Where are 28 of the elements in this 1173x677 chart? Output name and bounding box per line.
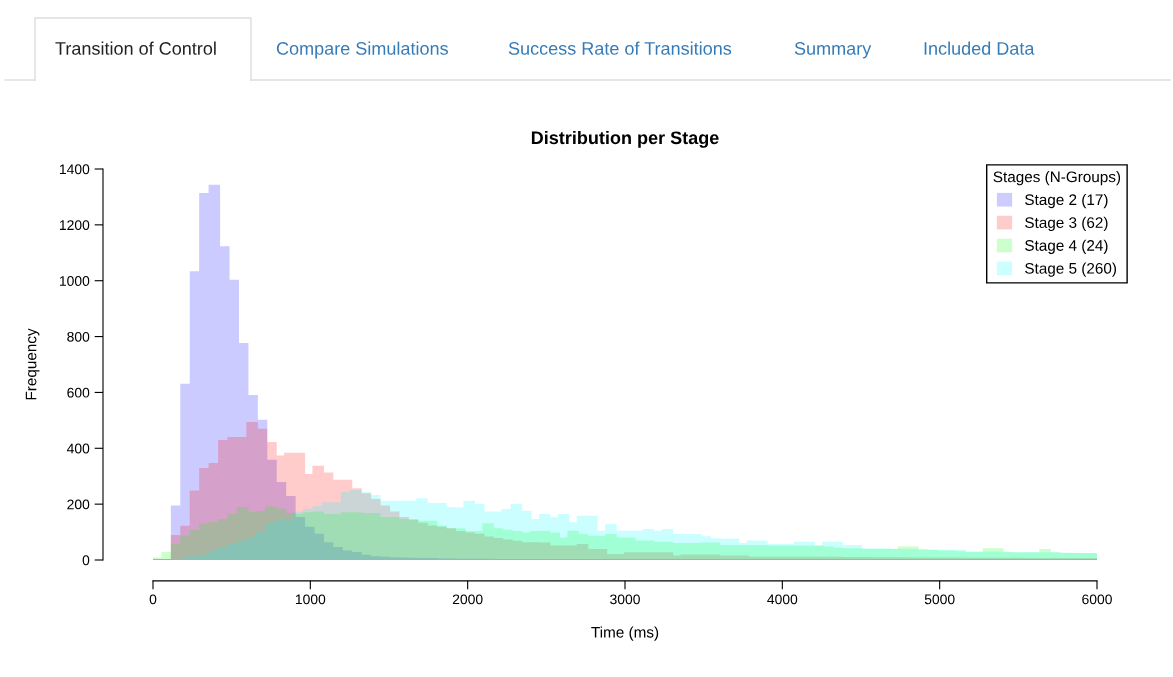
x-tick-label: 5000 — [924, 594, 955, 605]
y-tick-label: 600 — [67, 387, 90, 398]
x-tick-label: 4000 — [767, 594, 798, 605]
legend-label: Stage 2 (17) — [1025, 193, 1108, 209]
text: Compare Simulations — [276, 41, 448, 59]
x-tick-label: 0 — [149, 594, 157, 605]
y-tick-label: 400 — [66, 443, 90, 454]
x-axis-title: Time (ms) — [591, 626, 659, 641]
chart-title: Distribution per Stage — [531, 130, 719, 148]
text: Transition of Control — [55, 41, 216, 55]
y-tick-label: 1200 — [59, 220, 90, 231]
y-tick-label: 200 — [67, 499, 90, 510]
y-tick-label: 0 — [82, 555, 90, 566]
text: Included Data — [924, 41, 1035, 55]
legend-label: Stage 3 (62) — [1025, 216, 1108, 232]
y-tick-label: 1400 — [59, 164, 90, 175]
x-tick-label: 6000 — [1082, 594, 1112, 605]
legend-title: Stages (N-Groups) — [993, 171, 1121, 186]
y-axis-title: Frequency — [25, 328, 40, 400]
y-tick-label: 1000 — [59, 276, 90, 286]
legend-label: Stage 5 (260) — [1025, 262, 1117, 277]
x-tick-label: 3000 — [610, 594, 640, 605]
y-tick-label: 800 — [67, 331, 90, 342]
x-tick-label: 2000 — [452, 594, 483, 605]
text: Summary — [794, 42, 872, 59]
legend-label: Stage 4 (24) — [1025, 239, 1108, 254]
text: Success Rate of Transitions — [508, 41, 732, 55]
x-tick-label: 1000 — [295, 594, 326, 605]
